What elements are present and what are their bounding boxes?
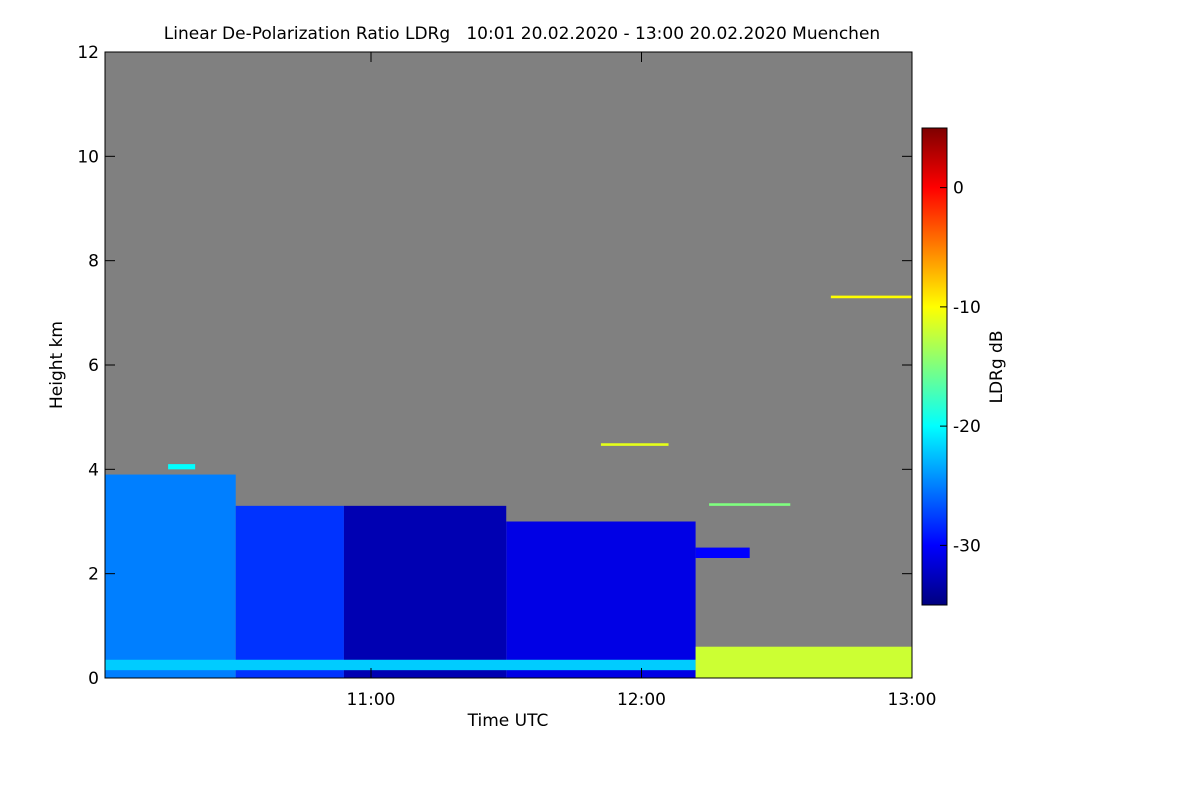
ldr-region-1 xyxy=(235,505,344,678)
x-axis-label: Time UTC xyxy=(467,711,549,731)
colorbar-tick-label-2: -20 xyxy=(953,417,981,437)
colorbar: 0 -10 -20 -30 xyxy=(921,127,981,606)
x-tick-label-2: 13:00 xyxy=(888,690,937,710)
colorbar-scale xyxy=(921,127,948,606)
colorbar-ticks: 0 -10 -20 -30 xyxy=(940,179,981,556)
chart-title: Linear De-Polarization Ratio LDRg 10:01 … xyxy=(164,24,880,44)
ldr-region-2 xyxy=(343,505,507,678)
x-tick-label-1: 12:00 xyxy=(617,690,666,710)
y-tick-label-0: 0 xyxy=(88,669,99,689)
x-tick-label-0: 11:00 xyxy=(346,690,395,710)
ldr-region-4 xyxy=(695,547,750,559)
y-tick-label-4: 8 xyxy=(88,252,99,272)
ldr-region-5 xyxy=(105,659,696,671)
colorbar-label: LDRg dB xyxy=(987,330,1007,403)
y-tick-label-5: 10 xyxy=(77,147,99,167)
ldr-region-8 xyxy=(709,503,791,506)
x-axis: 11:00 12:00 13:00 xyxy=(346,52,937,710)
y-axis: 0 2 4 6 8 10 12 xyxy=(77,43,912,689)
y-tick-label-6: 12 xyxy=(77,43,99,63)
ldr-region-9 xyxy=(830,295,912,299)
y-tick-label-1: 2 xyxy=(88,565,99,585)
ldr-region-10 xyxy=(600,443,669,446)
y-tick-label-2: 4 xyxy=(88,460,99,480)
ldr-region-6 xyxy=(168,464,196,470)
ldr-region-7 xyxy=(695,646,912,678)
ldr-region-3 xyxy=(506,521,696,678)
plot-area xyxy=(104,51,913,679)
y-axis-label: Height km xyxy=(47,321,67,409)
ldr-regions xyxy=(105,295,912,678)
colorbar-tick-label-3: -30 xyxy=(953,536,981,556)
y-tick-label-3: 6 xyxy=(88,356,99,376)
colorbar-tick-label-1: -10 xyxy=(953,298,981,318)
ldr-region-0 xyxy=(105,474,236,678)
colorbar-tick-label-0: 0 xyxy=(953,179,964,199)
